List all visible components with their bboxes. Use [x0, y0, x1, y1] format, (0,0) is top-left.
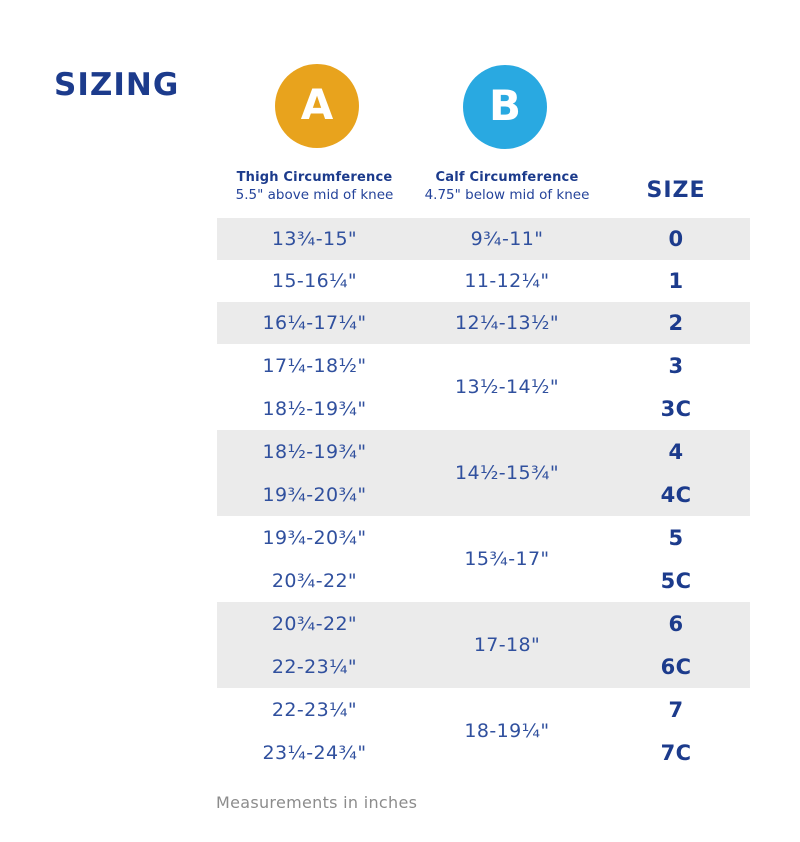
- thigh-range: 15-16¼": [271, 270, 358, 292]
- size-value: 4C: [660, 482, 692, 507]
- size-subcolumn: 7 7C: [602, 688, 750, 774]
- size-value: 1: [668, 269, 684, 293]
- size-value: 3C: [660, 396, 692, 421]
- thigh-range: 13¾-15": [271, 228, 358, 250]
- table-row-group-size-5: 19¾-20¾" 20¾-22" 15¾-17" 5 5C: [217, 516, 750, 602]
- thigh-subcolumn: 17¼-18½" 18½-19¾": [217, 344, 412, 430]
- size-value: 3: [668, 353, 684, 378]
- size-value: 6C: [660, 654, 692, 679]
- thigh-subcolumn: 22-23¼" 23¼-24¾": [217, 688, 412, 774]
- column-header-size: SIZE: [602, 170, 750, 210]
- calf-range: 11-12¼": [464, 270, 550, 292]
- table-row-size-0: 13¾-15" 9¾-11" 0: [217, 218, 750, 260]
- thigh-subcolumn: 18½-19¾" 19¾-20¾": [217, 430, 412, 516]
- table-row-size-1: 15-16¼" 11-12¼" 1: [217, 260, 750, 302]
- thigh-range: 18½-19¾": [262, 397, 367, 420]
- column-header-thigh: Thigh Circumference 5.5" above mid of kn…: [217, 170, 412, 203]
- thigh-range: 20¾-22": [271, 612, 358, 635]
- calf-column-title: Calf Circumference: [435, 170, 579, 185]
- size-value: 7C: [660, 740, 692, 765]
- marker-a-badge: A: [275, 64, 359, 148]
- size-value: 5C: [660, 568, 692, 593]
- page-title: SIZING: [54, 67, 180, 103]
- calf-range-merged: 17-18": [473, 634, 541, 656]
- size-value: 0: [668, 227, 684, 251]
- calf-column-subtitle: 4.75" below mid of knee: [424, 187, 590, 203]
- thigh-range: 19¾-20¾": [262, 526, 367, 549]
- table-row-group-size-4: 18½-19¾" 19¾-20¾" 14½-15¾" 4 4C: [217, 430, 750, 516]
- calf-range: 12¼-13½": [455, 312, 559, 334]
- thigh-range: 18½-19¾": [262, 440, 367, 463]
- measurements-footnote: Measurements in inches: [216, 793, 418, 812]
- thigh-range: 19¾-20¾": [262, 483, 367, 506]
- size-value: 7: [668, 697, 684, 722]
- thigh-subcolumn: 19¾-20¾" 20¾-22": [217, 516, 412, 602]
- table-header-row: Thigh Circumference 5.5" above mid of kn…: [217, 170, 750, 218]
- calf-range-merged: 15¾-17": [464, 548, 550, 570]
- column-header-calf: Calf Circumference 4.75" below mid of kn…: [412, 170, 602, 203]
- thigh-range: 22-23¼": [271, 698, 358, 721]
- thigh-range: 22-23¼": [271, 655, 358, 678]
- size-value: 4: [668, 439, 684, 464]
- marker-b-letter: B: [488, 81, 521, 130]
- table-row-size-2: 16¼-17¼" 12¼-13½" 2: [217, 302, 750, 344]
- size-value: 2: [668, 311, 684, 335]
- thigh-column-title: Thigh Circumference: [236, 170, 393, 185]
- thigh-column-subtitle: 5.5" above mid of knee: [235, 187, 394, 203]
- thigh-range: 23¼-24¾": [262, 741, 367, 764]
- thigh-range: 20¾-22": [271, 569, 358, 592]
- sizing-table: Thigh Circumference 5.5" above mid of kn…: [217, 170, 750, 774]
- calf-range-merged: 14½-15¾": [455, 462, 559, 484]
- size-subcolumn: 4 4C: [602, 430, 750, 516]
- table-row-group-size-7: 22-23¼" 23¼-24¾" 18-19¼" 7 7C: [217, 688, 750, 774]
- thigh-range: 17¼-18½": [262, 354, 367, 377]
- thigh-range: 16¼-17¼": [262, 312, 367, 334]
- size-value: 6: [668, 611, 684, 636]
- calf-range: 9¾-11": [470, 228, 544, 250]
- size-subcolumn: 3 3C: [602, 344, 750, 430]
- thigh-subcolumn: 20¾-22" 22-23¼": [217, 602, 412, 688]
- table-row-group-size-3: 17¼-18½" 18½-19¾" 13½-14½" 3 3C: [217, 344, 750, 430]
- marker-b-badge: B: [463, 65, 547, 149]
- size-subcolumn: 5 5C: [602, 516, 750, 602]
- size-value: 5: [668, 525, 684, 550]
- table-row-group-size-6: 20¾-22" 22-23¼" 17-18" 6 6C: [217, 602, 750, 688]
- size-subcolumn: 6 6C: [602, 602, 750, 688]
- size-column-title: SIZE: [646, 177, 706, 203]
- calf-range-merged: 18-19¼": [464, 720, 550, 742]
- calf-range-merged: 13½-14½": [455, 376, 559, 398]
- marker-a-letter: A: [300, 80, 334, 129]
